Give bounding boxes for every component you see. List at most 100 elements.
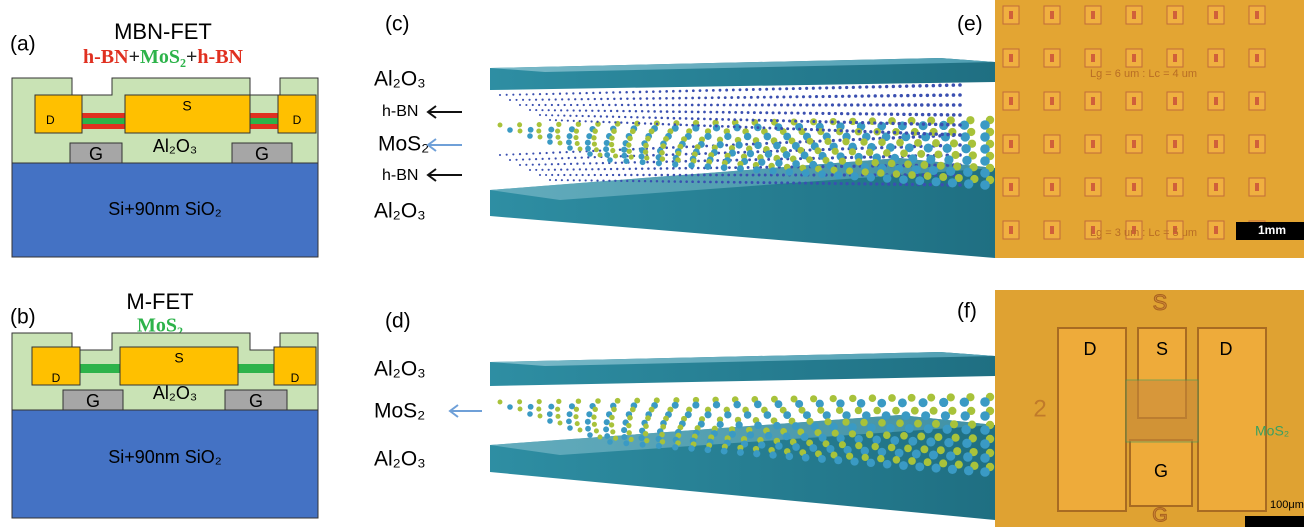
atom <box>703 111 706 114</box>
atom <box>852 165 855 168</box>
atom <box>656 180 658 182</box>
atom <box>643 149 648 154</box>
atom <box>765 111 768 114</box>
atom <box>869 182 872 185</box>
atom <box>739 126 742 129</box>
atom <box>845 86 848 89</box>
atom <box>515 159 517 161</box>
atom <box>932 464 941 473</box>
atom <box>576 163 578 165</box>
atom <box>759 88 762 91</box>
atom <box>806 120 809 123</box>
atom <box>561 119 563 121</box>
dielectric-label: Al₂O₃ <box>153 383 197 403</box>
atom <box>747 150 754 157</box>
atom <box>744 411 752 419</box>
atom <box>927 394 935 402</box>
atom <box>825 103 828 106</box>
atom <box>639 97 642 100</box>
atom <box>679 180 682 183</box>
atom <box>697 160 700 163</box>
atom <box>621 161 623 163</box>
atom <box>599 92 601 94</box>
stack-part: h-BN <box>197 46 243 68</box>
atom <box>685 153 688 156</box>
panel-label: (b) <box>10 306 36 329</box>
atom <box>849 148 856 155</box>
atom <box>740 111 743 114</box>
atom <box>952 123 956 127</box>
atom <box>855 407 862 414</box>
atom <box>769 451 776 458</box>
atom <box>607 439 613 445</box>
atom <box>646 97 649 100</box>
atom <box>626 180 628 182</box>
atom <box>837 434 845 442</box>
atom <box>921 113 924 116</box>
atom <box>939 173 947 181</box>
atom <box>729 104 732 107</box>
atom <box>581 115 583 117</box>
atom <box>828 129 831 132</box>
atom <box>834 112 837 115</box>
atom <box>908 171 916 179</box>
atom <box>614 104 616 106</box>
atom <box>924 144 933 153</box>
atom <box>623 440 629 446</box>
atom <box>609 415 614 420</box>
atom <box>746 174 749 177</box>
atom <box>621 153 627 159</box>
atom <box>535 109 537 111</box>
hbn-layer <box>250 113 278 118</box>
atom <box>753 111 756 114</box>
atom <box>636 116 638 118</box>
atom <box>612 116 614 118</box>
atom <box>627 104 629 106</box>
atom <box>756 150 759 153</box>
atom <box>684 160 687 163</box>
atom <box>892 85 895 88</box>
atom <box>509 159 511 161</box>
atom <box>886 424 895 433</box>
atom <box>546 93 548 95</box>
atom <box>594 156 596 158</box>
atom <box>862 168 869 175</box>
atom <box>539 152 541 154</box>
atom <box>862 411 871 420</box>
atom <box>895 103 898 106</box>
atom <box>776 150 779 153</box>
atom <box>848 95 851 98</box>
atom <box>893 170 901 178</box>
atom <box>816 128 819 131</box>
atom <box>688 445 694 451</box>
atom <box>654 174 657 177</box>
atom <box>572 109 574 111</box>
scale-bar-label: 100μm <box>1270 499 1304 511</box>
device-channel <box>1173 97 1177 105</box>
layer-label: MoS₂ <box>374 400 425 423</box>
atom <box>715 118 718 121</box>
atom <box>812 103 815 106</box>
atom <box>938 84 942 88</box>
atom <box>850 103 853 106</box>
atom <box>809 444 817 452</box>
atom <box>547 411 553 417</box>
device-channel <box>1132 183 1136 191</box>
atom <box>640 442 646 448</box>
device-channel <box>1050 97 1054 105</box>
atom <box>603 146 609 152</box>
atom <box>621 434 627 440</box>
atom <box>606 174 608 176</box>
atom <box>752 88 755 91</box>
atom <box>624 116 626 118</box>
atom <box>745 181 748 184</box>
atom <box>532 104 534 106</box>
atom <box>764 174 767 177</box>
atom <box>509 99 511 101</box>
atom <box>634 104 636 106</box>
atom <box>573 135 578 140</box>
atom <box>911 407 919 415</box>
atom <box>638 153 644 159</box>
atom <box>893 183 896 186</box>
atom <box>607 157 613 163</box>
